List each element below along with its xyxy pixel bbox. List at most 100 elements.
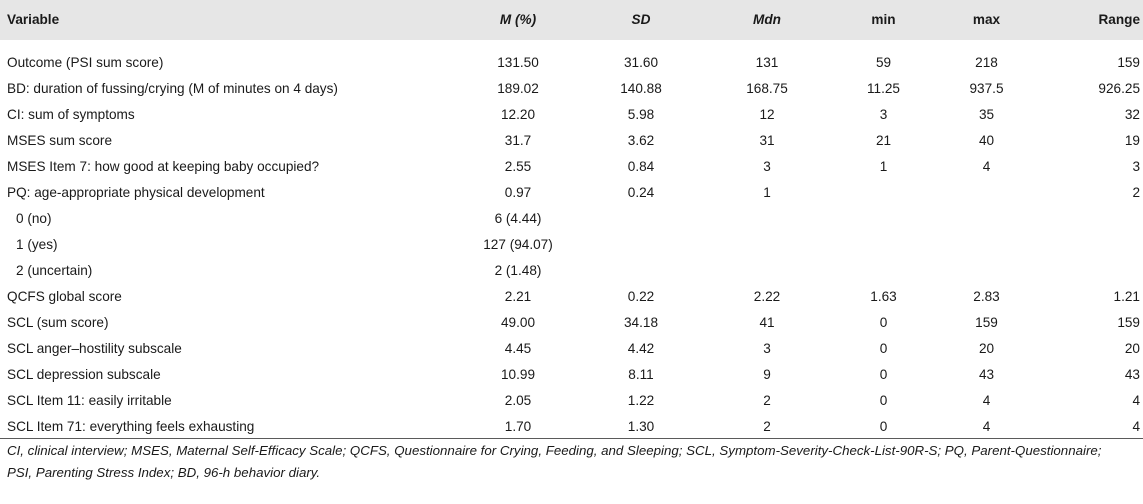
cell-median: 1 xyxy=(763,185,771,200)
cell-variable: Outcome (PSI sum score) xyxy=(7,55,164,70)
cell-sd: 31.60 xyxy=(623,55,659,70)
cell-min: 0 xyxy=(879,341,888,356)
cell-mean: 12.20 xyxy=(500,107,536,122)
cell-sd xyxy=(580,206,702,232)
cell-max xyxy=(935,232,1038,258)
cell-range: 159 xyxy=(1117,315,1140,330)
header-row: Variable M (%) SD Mdn min max Range xyxy=(0,0,1143,40)
cell-median: 2 xyxy=(763,419,771,434)
cell-median: 3 xyxy=(763,341,771,356)
cell-max: 159 xyxy=(975,315,998,330)
cell-sd: 1.22 xyxy=(627,393,655,408)
cell-range: 4 xyxy=(1132,393,1140,408)
header-median: Mdn xyxy=(753,12,781,27)
footnote-line-1: CI, clinical interview; MSES, Maternal S… xyxy=(7,443,1102,458)
table-row: Outcome (PSI sum score) 131.50 31.60 131… xyxy=(0,50,1143,76)
cell-variable: BD: duration of fussing/crying (M of min… xyxy=(7,81,338,96)
table-bottom-rule xyxy=(0,438,1143,439)
cell-median: 31 xyxy=(759,133,775,148)
cell-range: 4 xyxy=(1132,419,1140,434)
table-row: SCL depression subscale 10.99 8.11 9 0 4… xyxy=(0,362,1143,388)
cell-range: 20 xyxy=(1124,341,1140,356)
table-row: PQ: age-appropriate physical development… xyxy=(0,180,1143,206)
cell-max: 4 xyxy=(982,393,991,408)
cell-range: 159 xyxy=(1117,55,1140,70)
descriptive-statistics-table: Variable M (%) SD Mdn min max Range Outc… xyxy=(0,0,1143,440)
cell-sd: 3.62 xyxy=(627,133,655,148)
cell-mean: 1.70 xyxy=(504,419,532,434)
cell-variable: PQ: age-appropriate physical development xyxy=(7,185,265,200)
cell-max: 937.5 xyxy=(969,81,1004,96)
header-max: max xyxy=(972,12,1001,27)
cell-variable: SCL Item 11: easily irritable xyxy=(7,393,172,408)
cell-max xyxy=(935,258,1038,284)
cell-variable: SCL anger–hostility subscale xyxy=(7,341,182,356)
footnote-line-2: PSI, Parenting Stress Index; BD, 96-h be… xyxy=(7,465,321,480)
cell-variable: QCFS global score xyxy=(7,289,122,304)
table-row: MSES Item 7: how good at keeping baby oc… xyxy=(0,154,1143,180)
cell-median xyxy=(702,232,832,258)
cell-max: 4 xyxy=(982,419,991,434)
cell-variable: 2 (uncertain) xyxy=(16,263,93,278)
cell-min: 1 xyxy=(879,159,888,174)
cell-sd: 1.30 xyxy=(627,419,655,434)
cell-variable: SCL depression subscale xyxy=(7,367,161,382)
cell-min xyxy=(832,258,935,284)
cell-min: 1.63 xyxy=(870,289,897,304)
cell-variable: SCL (sum score) xyxy=(7,315,109,330)
table-row: SCL Item 11: easily irritable 2.05 1.22 … xyxy=(0,388,1143,414)
table-row: SCL Item 71: everything feels exhausting… xyxy=(0,414,1143,440)
header-variable: Variable xyxy=(7,12,60,27)
cell-median: 131 xyxy=(755,55,779,70)
cell-sd: 8.11 xyxy=(628,367,654,382)
cell-sd: 140.88 xyxy=(620,81,662,96)
cell-median: 12 xyxy=(759,107,775,122)
cell-max: 4 xyxy=(982,159,991,174)
cell-mean: 2 (1.48) xyxy=(494,263,542,278)
header-range: Range xyxy=(1098,12,1140,27)
cell-min: 0 xyxy=(879,419,888,434)
cell-range: 3 xyxy=(1132,159,1140,174)
table-row: 0 (no) 6 (4.44) xyxy=(0,206,1143,232)
cell-median: 2 xyxy=(763,393,771,408)
table-row: MSES sum score 31.7 3.62 31 21 40 19 xyxy=(0,128,1143,154)
cell-median: 2.22 xyxy=(753,289,781,304)
cell-range: 1.21 xyxy=(1113,289,1140,304)
cell-mean: 2.21 xyxy=(504,289,532,304)
cell-max xyxy=(935,180,1038,206)
cell-mean: 6 (4.44) xyxy=(494,211,542,226)
cell-min xyxy=(832,206,935,232)
cell-max: 20 xyxy=(978,341,995,356)
cell-min: 0 xyxy=(879,367,888,382)
cell-max: 2.83 xyxy=(973,289,1000,304)
cell-variable: MSES sum score xyxy=(7,133,112,148)
cell-variable: 1 (yes) xyxy=(16,237,58,252)
cell-sd xyxy=(580,258,702,284)
cell-range: 43 xyxy=(1124,367,1140,382)
cell-mean: 10.99 xyxy=(500,367,536,382)
cell-max: 218 xyxy=(975,55,998,70)
cell-min: 21 xyxy=(875,133,892,148)
cell-median: 41 xyxy=(759,315,775,330)
cell-variable: CI: sum of symptoms xyxy=(7,107,135,122)
cell-mean: 131.50 xyxy=(497,55,539,70)
cell-max: 35 xyxy=(978,107,995,122)
cell-min: 11.25 xyxy=(866,81,900,96)
spacer-cell xyxy=(0,40,1143,50)
table-row: 2 (uncertain) 2 (1.48) xyxy=(0,258,1143,284)
cell-mean: 2.05 xyxy=(504,393,532,408)
cell-median xyxy=(702,258,832,284)
cell-max: 43 xyxy=(978,367,995,382)
table-row: 1 (yes) 127 (94.07) xyxy=(0,232,1143,258)
cell-min xyxy=(832,232,935,258)
cell-median: 168.75 xyxy=(746,81,788,96)
cell-max xyxy=(935,206,1038,232)
cell-variable: 0 (no) xyxy=(16,211,52,226)
header-min: min xyxy=(871,12,896,27)
cell-median xyxy=(702,206,832,232)
cell-sd: 0.84 xyxy=(627,159,655,174)
cell-mean: 31.7 xyxy=(504,133,532,148)
cell-range: 19 xyxy=(1124,133,1140,148)
cell-median: 3 xyxy=(763,159,771,174)
